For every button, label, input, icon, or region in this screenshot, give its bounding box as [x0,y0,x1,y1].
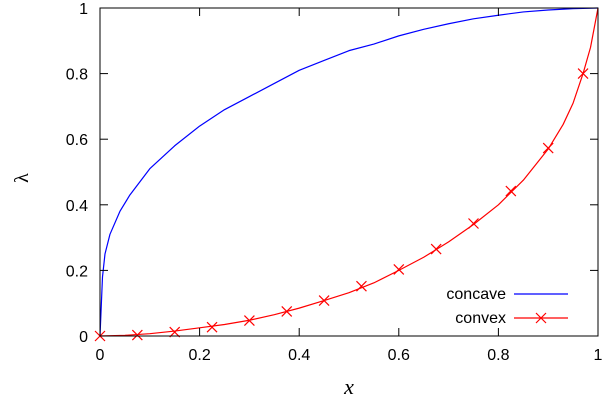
legend: concave convex [446,286,568,327]
y-tick-label: 0 [79,329,88,346]
ticks-layer: 0 0.2 0.4 0.6 0.8 1 0 0.2 0.4 0.6 0.8 1 [66,1,602,364]
series-line-concave [99,7,599,337]
series-concave [99,7,599,337]
data-point-marker [243,315,255,327]
data-point-marker [131,329,143,341]
data-point-marker [281,305,293,317]
data-point-marker [206,321,218,333]
y-tick-label: 1 [79,1,88,18]
y-tick-label: 0.6 [66,132,88,149]
legend-label: concave [446,286,506,303]
legend-item-concave: concave [446,286,568,303]
y-tick-label: 0.2 [66,263,88,280]
data-point-marker [542,142,554,154]
series-layer [94,7,599,342]
y-tick-label: 0.4 [66,198,88,215]
series-line-convex [99,7,599,337]
plot-frame [99,7,599,337]
x-tick-label: 0.2 [188,347,210,364]
data-point-marker [577,68,589,80]
x-tick-label: 0.6 [388,347,410,364]
data-point-marker [356,280,367,292]
x-axis-label: x [343,374,354,399]
x-tick-label: 0.4 [288,347,310,364]
data-point-marker [393,263,405,275]
legend-item-convex: convex [455,310,568,327]
y-tick-label: 0.8 [66,67,88,84]
x-tick-label: 0 [96,347,105,364]
data-point-marker [468,218,479,229]
legend-marker [535,312,547,324]
series-convex [94,7,599,342]
y-axis-label: λ [11,173,33,183]
data-point-marker [318,295,330,307]
x-tick-label: 1 [594,347,602,364]
data-point-marker [505,185,517,197]
legend-label: convex [455,310,506,327]
data-point-marker [430,243,442,255]
x-tick-label: 0.8 [487,347,509,364]
data-point-marker [169,326,181,338]
